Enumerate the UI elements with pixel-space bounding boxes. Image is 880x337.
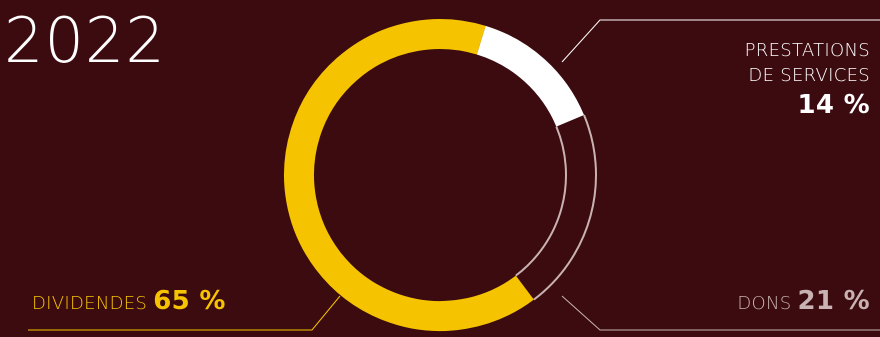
chart-title-year: 2022 — [4, 4, 166, 77]
slice-dons-arc-2 — [533, 114, 597, 301]
label-dividendes-percent: 65 % — [153, 286, 226, 316]
label-services-line-1: PRESTATIONS — [744, 40, 870, 61]
label-dividendes: DIVIDENDES 65 % — [32, 286, 226, 316]
leader-line-services — [561, 19, 880, 63]
leader-line-dividendes — [28, 295, 341, 331]
slice-dividendes — [284, 19, 534, 331]
label-dons-name: DONS — [737, 293, 792, 314]
label-prestations-de-services: PRESTATIONS DE SERVICES 14 % — [745, 38, 870, 122]
label-dons: DONS 21 % — [737, 286, 870, 316]
label-services-percent: 14 % — [797, 90, 870, 120]
label-services-line-2: DE SERVICES — [748, 65, 870, 86]
label-dons-percent: 21 % — [797, 286, 870, 316]
slice-prestations-de-services — [476, 25, 585, 127]
label-dividendes-name: DIVIDENDES — [32, 293, 148, 314]
leader-line-dons — [561, 295, 880, 331]
slice-dons-arc-1 — [515, 126, 567, 277]
